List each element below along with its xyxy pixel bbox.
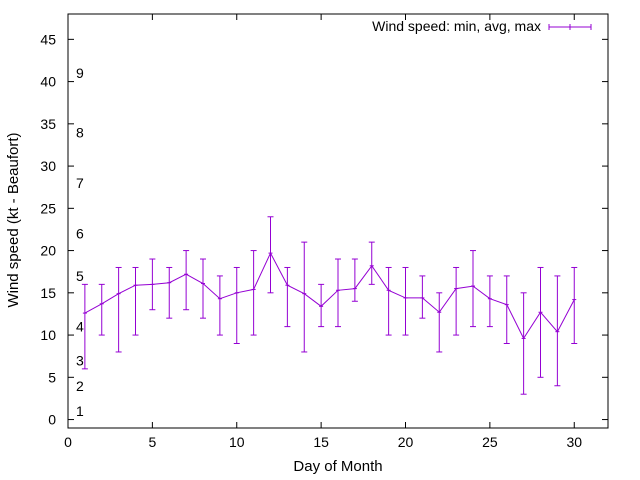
- error-bar: [486, 275, 493, 328]
- y-tick-label: 45: [40, 31, 56, 47]
- avg-line: [84, 251, 575, 340]
- beaufort-label: 7: [76, 175, 84, 191]
- error-bar: [318, 283, 325, 328]
- series-layer: [81, 216, 578, 395]
- error-bar: [200, 258, 206, 319]
- x-tick-label: 15: [313, 434, 329, 450]
- beaufort-label: 6: [76, 226, 84, 242]
- error-bar: [166, 266, 173, 319]
- y-tick-label: 0: [48, 412, 56, 428]
- error-bar: [368, 241, 375, 285]
- y-tick-label: 25: [40, 200, 56, 216]
- beaufort-label: 2: [76, 378, 84, 394]
- error-bar: [402, 266, 409, 336]
- beaufort-label: 1: [76, 403, 84, 419]
- x-tick-label: 30: [566, 434, 582, 450]
- error-bar: [267, 216, 274, 294]
- beaufort-label: 4: [76, 319, 84, 335]
- y-tick-labels: 0 5 10 15 20 25 30 35 40 45: [40, 31, 56, 427]
- error-bar: [470, 250, 476, 328]
- error-bar: [436, 292, 443, 353]
- beaufort-label: 3: [76, 352, 84, 368]
- error-bar: [385, 266, 392, 336]
- y-axis-title: Wind speed (kt - Beaufort): [5, 132, 22, 307]
- error-bar: [520, 292, 527, 395]
- error-bar: [419, 275, 426, 319]
- error-bar: [537, 266, 544, 378]
- error-bar: [284, 266, 291, 328]
- legend-label: Wind speed: min, avg, max: [372, 18, 541, 34]
- axis-ticks: [67, 14, 608, 428]
- error-bar: [216, 275, 223, 336]
- error-bar: [453, 266, 460, 336]
- error-bar: [149, 258, 156, 311]
- x-axis-title: Day of Month: [293, 458, 382, 475]
- error-bar: [503, 275, 510, 345]
- beaufort-label: 9: [76, 65, 84, 81]
- error-bar: [81, 283, 88, 370]
- x-tick-label: 0: [64, 434, 72, 450]
- error-bar: [132, 266, 139, 336]
- error-bar: [98, 283, 105, 336]
- beaufort-scale-labels: 1 2 3 4 5 6 7 8 9: [76, 65, 84, 419]
- error-bar: [183, 250, 190, 311]
- x-tick-label: 25: [482, 434, 498, 450]
- x-tick-labels: 0 5 10 15 20 25 30: [64, 434, 582, 450]
- beaufort-label: 5: [76, 268, 84, 284]
- plot-border: [67, 13, 609, 429]
- beaufort-label: 8: [76, 124, 84, 140]
- error-bar: [250, 250, 257, 336]
- error-bar: [115, 266, 122, 353]
- y-tick-label: 20: [40, 243, 56, 259]
- error-bar: [571, 266, 578, 345]
- error-bar: [233, 266, 240, 345]
- y-tick-label: 30: [40, 158, 56, 174]
- error-bar: [301, 241, 308, 353]
- x-tick-label: 20: [398, 434, 414, 450]
- legend: Wind speed: min, avg, max: [372, 18, 592, 34]
- y-tick-label: 40: [40, 74, 56, 90]
- x-tick-label: 10: [229, 434, 245, 450]
- y-tick-label: 10: [40, 327, 56, 343]
- plot-frame: [67, 13, 609, 429]
- y-tick-label: 5: [48, 369, 56, 385]
- x-tick-label: 5: [148, 434, 156, 450]
- y-tick-label: 35: [40, 116, 56, 132]
- y-tick-label: 15: [40, 285, 56, 301]
- error-bar: [335, 258, 341, 328]
- error-bar: [554, 275, 561, 387]
- error-bar: [351, 258, 358, 302]
